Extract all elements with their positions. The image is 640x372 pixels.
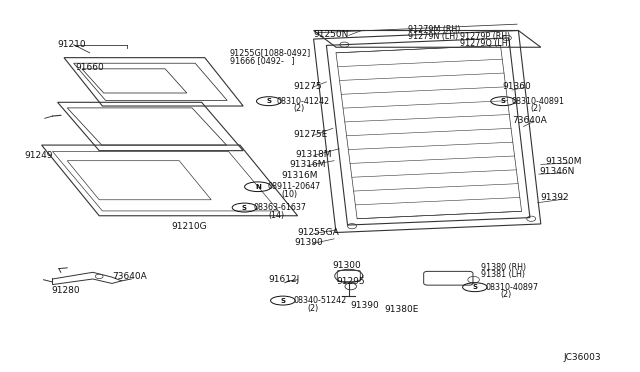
Text: 91390: 91390	[294, 238, 323, 247]
Text: 91316M: 91316M	[282, 171, 318, 180]
Text: 91318M: 91318M	[296, 150, 332, 159]
Text: S: S	[242, 205, 247, 211]
Text: 91210: 91210	[58, 40, 86, 49]
Text: S: S	[280, 298, 285, 304]
Text: 91275E: 91275E	[293, 130, 328, 139]
Text: 08340-51242: 08340-51242	[293, 296, 346, 305]
Text: 08363-61637: 08363-61637	[253, 203, 307, 212]
Text: 73640A: 73640A	[512, 116, 547, 125]
Text: 91390: 91390	[351, 301, 380, 310]
Text: 91300: 91300	[333, 262, 362, 270]
Text: 91280: 91280	[51, 286, 80, 295]
Text: (2): (2)	[530, 104, 541, 113]
Text: 91279M (RH): 91279M (RH)	[408, 25, 461, 33]
Text: 91210G: 91210G	[172, 222, 207, 231]
Text: 91612J: 91612J	[269, 275, 300, 284]
Text: 91380 (RH): 91380 (RH)	[481, 263, 527, 272]
Text: 91360: 91360	[502, 82, 531, 91]
Text: (10): (10)	[282, 190, 298, 199]
Text: 91316M: 91316M	[289, 160, 326, 169]
Text: 91295: 91295	[336, 278, 365, 286]
Text: 08911-20647: 08911-20647	[268, 182, 321, 191]
Text: 08310-40897: 08310-40897	[485, 283, 538, 292]
Text: 91279N (LH): 91279N (LH)	[408, 32, 459, 41]
Text: 91666 [0492-   ]: 91666 [0492- ]	[230, 56, 295, 65]
Text: S: S	[472, 284, 477, 290]
Text: 73640A: 73640A	[112, 272, 147, 280]
Text: (14): (14)	[269, 211, 285, 219]
Text: 91279Q (LH): 91279Q (LH)	[460, 39, 510, 48]
Text: 91380E: 91380E	[384, 305, 419, 314]
Text: 91381 (LH): 91381 (LH)	[481, 270, 525, 279]
Text: (2): (2)	[500, 290, 512, 299]
Text: 91255GA: 91255GA	[297, 228, 339, 237]
Text: 91392: 91392	[541, 193, 570, 202]
Text: 91660: 91660	[76, 63, 104, 72]
Text: 91250N: 91250N	[314, 30, 349, 39]
Text: 08310-40891: 08310-40891	[512, 97, 565, 106]
Text: S: S	[266, 98, 271, 104]
Text: 91279P (RH): 91279P (RH)	[460, 32, 510, 41]
Text: S: S	[500, 98, 506, 104]
Text: (2): (2)	[307, 304, 319, 312]
Text: JC36003: JC36003	[563, 353, 601, 362]
Text: 91346N: 91346N	[539, 167, 574, 176]
Text: 91275: 91275	[293, 82, 322, 91]
Text: 91350M: 91350M	[545, 157, 582, 166]
Text: N: N	[255, 184, 261, 190]
Text: 08310-41242: 08310-41242	[276, 97, 330, 106]
Text: (2): (2)	[293, 104, 305, 113]
Text: 91249: 91249	[24, 151, 53, 160]
Text: 91255G[1088-0492]: 91255G[1088-0492]	[229, 48, 310, 57]
